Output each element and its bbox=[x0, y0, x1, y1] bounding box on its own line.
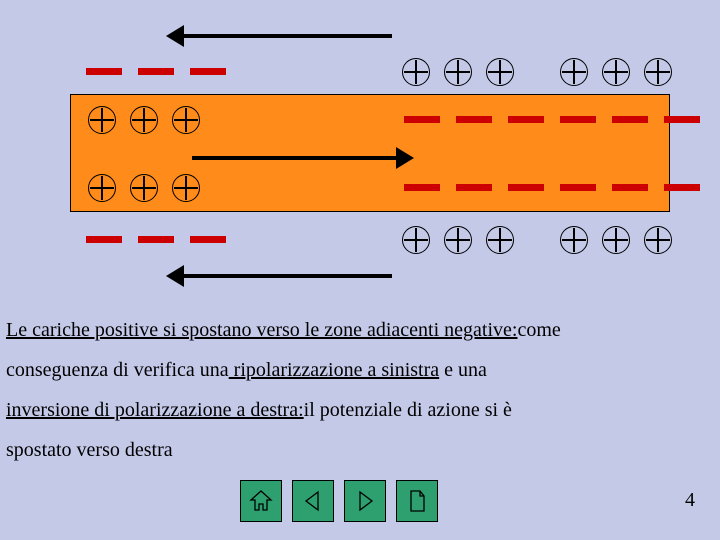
t3a: inversione di polarizzazione a destra: bbox=[6, 399, 304, 421]
negative-charge bbox=[508, 116, 544, 123]
positive-charge bbox=[402, 226, 430, 254]
positive-charge bbox=[644, 58, 672, 86]
negative-charge bbox=[404, 184, 440, 191]
positive-charge bbox=[88, 106, 116, 134]
negative-charge bbox=[612, 184, 648, 191]
negative-charge bbox=[138, 236, 174, 243]
negative-charge bbox=[86, 68, 122, 75]
t1a: Le cariche positive si spostano verso le… bbox=[6, 319, 517, 341]
negative-charge bbox=[560, 184, 596, 191]
t3b: il potenziale di azione si è bbox=[304, 399, 512, 421]
positive-charge bbox=[486, 58, 514, 86]
negative-charge bbox=[190, 236, 226, 243]
positive-charge bbox=[130, 106, 158, 134]
negative-charge bbox=[138, 68, 174, 75]
positive-charge bbox=[130, 174, 158, 202]
left-arrow bbox=[180, 34, 392, 38]
negative-charge bbox=[404, 116, 440, 123]
negative-charge bbox=[664, 116, 700, 123]
membrane-rect bbox=[70, 94, 670, 212]
doc-button[interactable] bbox=[396, 480, 438, 522]
positive-charge bbox=[172, 106, 200, 134]
negative-charge bbox=[664, 184, 700, 191]
positive-charge bbox=[402, 58, 430, 86]
t2c: e una bbox=[439, 359, 487, 381]
page-number: 4 bbox=[685, 489, 695, 512]
positive-charge bbox=[486, 226, 514, 254]
negative-charge bbox=[560, 116, 596, 123]
prev-icon bbox=[300, 488, 326, 514]
positive-charge bbox=[602, 58, 630, 86]
next-icon bbox=[352, 488, 378, 514]
negative-charge bbox=[612, 116, 648, 123]
nav-bar bbox=[240, 480, 438, 522]
positive-charge bbox=[444, 226, 472, 254]
caption-text: Le cariche positive si spostano verso le… bbox=[6, 310, 706, 470]
negative-charge bbox=[456, 116, 492, 123]
positive-charge bbox=[602, 226, 630, 254]
t1b: come bbox=[517, 319, 560, 341]
left-arrow bbox=[180, 274, 392, 278]
home-icon bbox=[248, 488, 274, 514]
next-button[interactable] bbox=[344, 480, 386, 522]
negative-charge bbox=[456, 184, 492, 191]
positive-charge bbox=[88, 174, 116, 202]
positive-charge bbox=[560, 58, 588, 86]
doc-icon bbox=[404, 488, 430, 514]
negative-charge bbox=[190, 68, 226, 75]
positive-charge bbox=[172, 174, 200, 202]
prev-button[interactable] bbox=[292, 480, 334, 522]
home-button[interactable] bbox=[240, 480, 282, 522]
t4: spostato verso destra bbox=[6, 439, 173, 461]
negative-charge bbox=[86, 236, 122, 243]
positive-charge bbox=[444, 58, 472, 86]
membrane-diagram bbox=[0, 0, 720, 300]
right-arrow bbox=[192, 156, 400, 160]
t2b: ripolarizzazione a sinistra bbox=[229, 359, 439, 381]
t2a: conseguenza di verifica una bbox=[6, 359, 229, 381]
negative-charge bbox=[508, 184, 544, 191]
positive-charge bbox=[644, 226, 672, 254]
positive-charge bbox=[560, 226, 588, 254]
